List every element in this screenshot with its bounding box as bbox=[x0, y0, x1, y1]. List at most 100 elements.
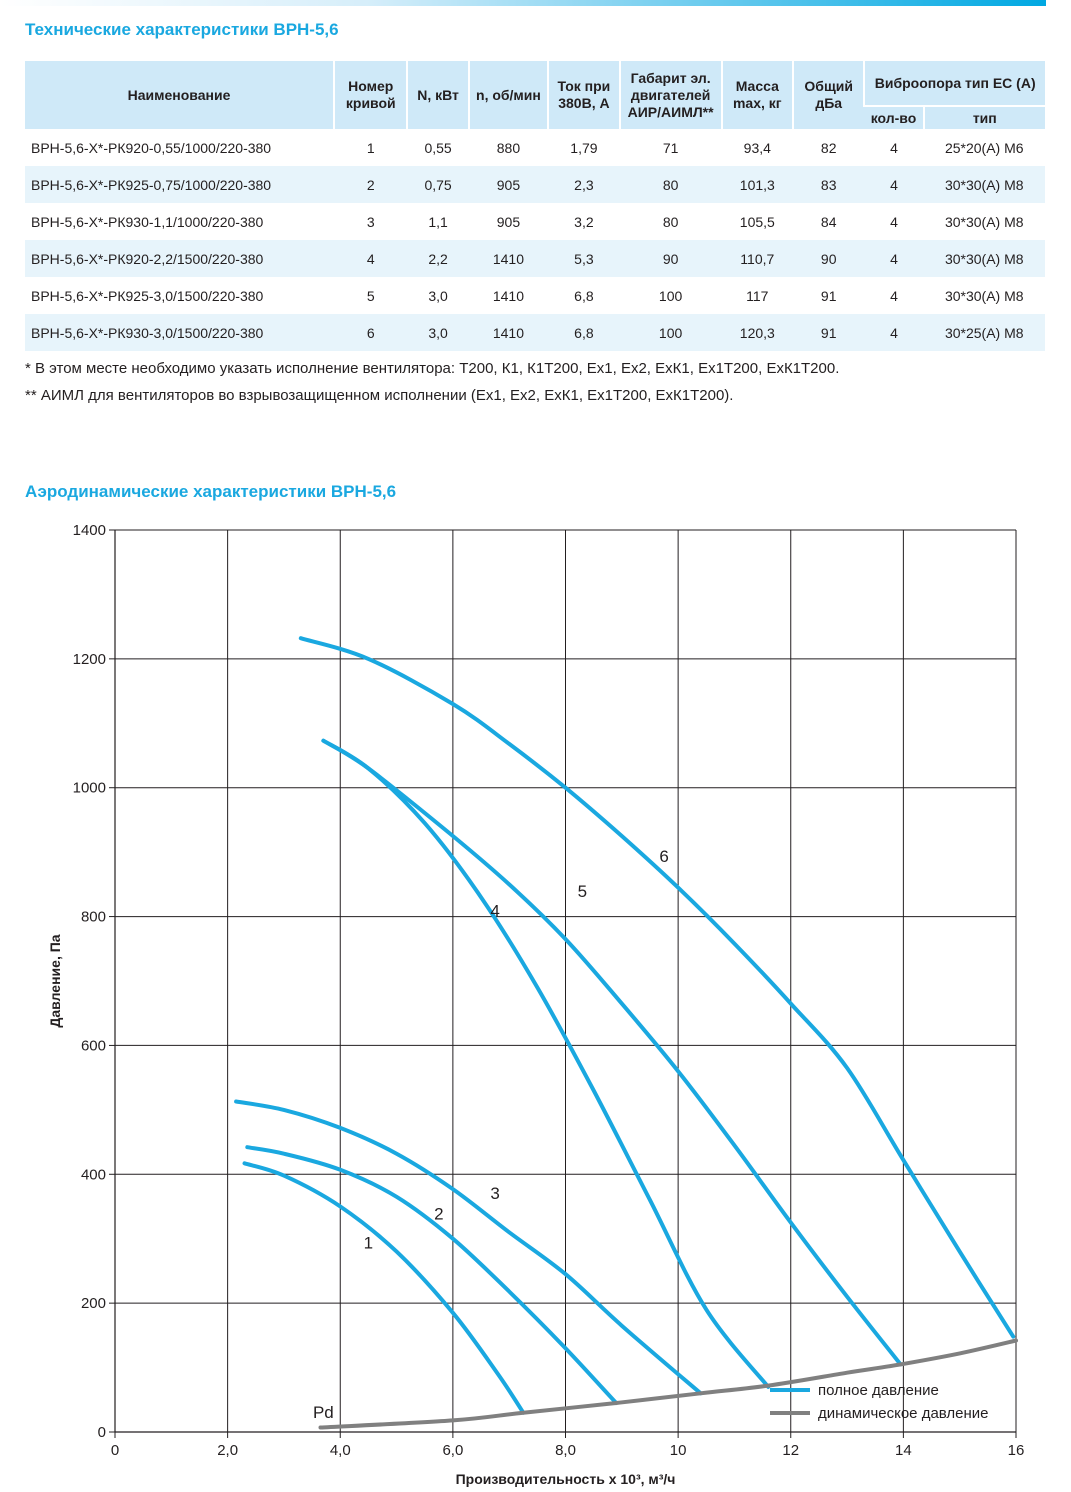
cell-vibro-count: 4 bbox=[890, 139, 898, 156]
x-tick-label: 8,0 bbox=[555, 1442, 576, 1459]
cell-current: 5,3 bbox=[548, 240, 620, 277]
curve-label-2: 2 bbox=[434, 1204, 443, 1223]
cell-power: 1,1 bbox=[428, 213, 448, 230]
cell-vibro-count: 4 bbox=[890, 287, 898, 304]
cell-curve: 5 bbox=[366, 287, 375, 304]
cell-curve: 6 bbox=[334, 314, 408, 351]
curve-4 bbox=[321, 738, 771, 1389]
x-tick-label: 4,0 bbox=[330, 1442, 351, 1459]
cell-power: 0,55 bbox=[424, 139, 452, 156]
cell-current: 1,79 bbox=[570, 139, 598, 156]
x-tick-label: 10 bbox=[670, 1442, 687, 1459]
cell-vibro-count: 4 bbox=[890, 213, 898, 230]
cell-curve: 3 bbox=[366, 213, 375, 230]
curve-label-3: 3 bbox=[490, 1184, 499, 1203]
specifications-table: Наименование Номер кривой N, кВт n, об/м… bbox=[25, 61, 1045, 351]
header-motor: Габарит эл. двигателей АИР/АИМЛ** bbox=[618, 61, 722, 129]
y-tick-label: 200 bbox=[81, 1295, 106, 1312]
x-tick-label: 0 bbox=[111, 1442, 119, 1459]
table-row: ВРН-5,6-Х*-РК920-0,55/1000/220-380 1 0,5… bbox=[25, 129, 1045, 166]
y-tick-label: 800 bbox=[81, 909, 106, 926]
cell-motor: 80 bbox=[619, 166, 722, 203]
table-row: ВРН-5,6-Х*-РК925-0,75/1000/220-380 2 0,7… bbox=[25, 166, 1045, 203]
curve-label-6: 6 bbox=[659, 847, 668, 866]
cell-curve: 1 bbox=[366, 139, 375, 156]
cell-current: 6,8 bbox=[548, 314, 620, 351]
x-tick-label: 6,0 bbox=[442, 1442, 463, 1459]
cell-rpm: 905 bbox=[468, 166, 549, 203]
cell-motor: 100 bbox=[658, 287, 683, 304]
header-current: Ток при 380В, А bbox=[547, 61, 620, 129]
curve-label-5: 5 bbox=[578, 882, 587, 901]
cell-rpm: 1410 bbox=[468, 314, 549, 351]
x-axis-label: Производительность х 10³, м³/ч bbox=[456, 1471, 676, 1487]
curve-5 bbox=[321, 738, 903, 1367]
table-row: ВРН-5,6-Х*-РК930-3,0/1500/220-380 6 3,0 … bbox=[25, 314, 1045, 351]
cell-current: 3,2 bbox=[574, 213, 594, 230]
cell-vibro-count: 4 bbox=[864, 240, 924, 277]
cell-noise: 91 bbox=[820, 287, 837, 304]
table-title: Технические характеристики ВРН-5,6 bbox=[25, 20, 339, 39]
cell-vibro-type: 30*25(А) М8 bbox=[923, 314, 1045, 351]
cell-vibro-type: 25*20(А) М6 bbox=[944, 139, 1024, 156]
cell-vibro-count: 4 bbox=[864, 166, 924, 203]
footnote-1: * В этом месте необходимо указать исполн… bbox=[25, 360, 840, 377]
header-vibro: Виброопора тип ЕС (А) bbox=[863, 61, 1045, 106]
chart-title: Аэродинамические характеристики ВРН-5,6 bbox=[25, 482, 397, 501]
legend-label: динамическое давление bbox=[818, 1405, 989, 1422]
y-tick-label: 1200 bbox=[73, 651, 106, 668]
cell-rpm: 1410 bbox=[492, 287, 525, 304]
x-tick-label: 12 bbox=[782, 1442, 799, 1459]
cell-mass: 105,5 bbox=[739, 213, 775, 230]
legend-label: полное давление bbox=[818, 1382, 939, 1399]
x-tick-label: 16 bbox=[1008, 1442, 1025, 1459]
table-row: ВРН-5,6-Х*-РК930-1,1/1000/220-380 3 1,1 … bbox=[25, 203, 1045, 240]
header-mass: Масса max, кг bbox=[720, 61, 793, 129]
header-name: Наименование bbox=[25, 61, 335, 129]
cell-mass: 101,3 bbox=[721, 166, 793, 203]
curve-label-pd: Pd bbox=[313, 1403, 334, 1422]
cell-vibro-type: 30*30(А) М8 bbox=[923, 240, 1045, 277]
cell-name: ВРН-5,6-Х*-РК920-0,55/1000/220-380 bbox=[31, 139, 272, 156]
cell-current: 2,3 bbox=[548, 166, 620, 203]
cell-motor: 100 bbox=[619, 314, 722, 351]
curve-1 bbox=[242, 1161, 526, 1415]
footnote-2: ** АИМЛ для вентиляторов во взрывозащище… bbox=[25, 387, 734, 404]
cell-name: ВРН-5,6-Х*-РК925-3,0/1500/220-380 bbox=[31, 287, 264, 304]
cell-rpm: 905 bbox=[496, 213, 521, 230]
cell-current: 6,8 bbox=[574, 287, 594, 304]
table-row: ВРН-5,6-Х*-РК920-2,2/1500/220-380 4 2,2 … bbox=[25, 240, 1045, 277]
cell-mass: 110,7 bbox=[721, 240, 793, 277]
cell-rpm: 880 bbox=[496, 139, 521, 156]
cell-curve: 4 bbox=[334, 240, 408, 277]
cell-vibro-type: 30*30(А) М8 bbox=[923, 166, 1045, 203]
curve-3 bbox=[234, 1099, 703, 1396]
cell-noise: 90 bbox=[793, 240, 865, 277]
cell-mass: 93,4 bbox=[743, 139, 771, 156]
header-curve: Номер кривой bbox=[333, 61, 408, 129]
curve-label-1: 1 bbox=[364, 1233, 373, 1252]
cell-noise: 83 bbox=[793, 166, 865, 203]
cell-name: ВРН-5,6-Х*-РК925-0,75/1000/220-380 bbox=[25, 166, 335, 203]
y-tick-label: 1000 bbox=[73, 780, 106, 797]
header-power: N, кВт bbox=[406, 61, 469, 129]
header-vibro-type: тип bbox=[922, 105, 1045, 129]
cell-power: 3,0 bbox=[428, 287, 448, 304]
header-vibro-count: кол-во bbox=[864, 105, 924, 129]
cell-power: 2,2 bbox=[407, 240, 469, 277]
y-tick-label: 0 bbox=[98, 1424, 106, 1441]
y-tick-label: 600 bbox=[81, 1037, 106, 1054]
curve-label-4: 4 bbox=[490, 902, 499, 921]
aerodynamic-chart: 0 2,0 4,0 6,0 8,0 10 12 14 160200400600800100012… bbox=[47, 522, 1025, 1487]
cell-mass: 120,3 bbox=[721, 314, 793, 351]
curve-6 bbox=[298, 636, 1016, 1339]
curve-2 bbox=[245, 1145, 619, 1405]
cell-name: ВРН-5,6-Х*-РК930-3,0/1500/220-380 bbox=[25, 314, 335, 351]
cell-curve: 2 bbox=[334, 166, 408, 203]
cell-vibro-count: 4 bbox=[864, 314, 924, 351]
x-tick-label: 14 bbox=[895, 1442, 912, 1459]
top-accent-bar bbox=[0, 0, 1046, 6]
y-tick-label: 400 bbox=[81, 1166, 106, 1183]
cell-motor: 71 bbox=[662, 139, 679, 156]
cell-power: 0,75 bbox=[407, 166, 469, 203]
